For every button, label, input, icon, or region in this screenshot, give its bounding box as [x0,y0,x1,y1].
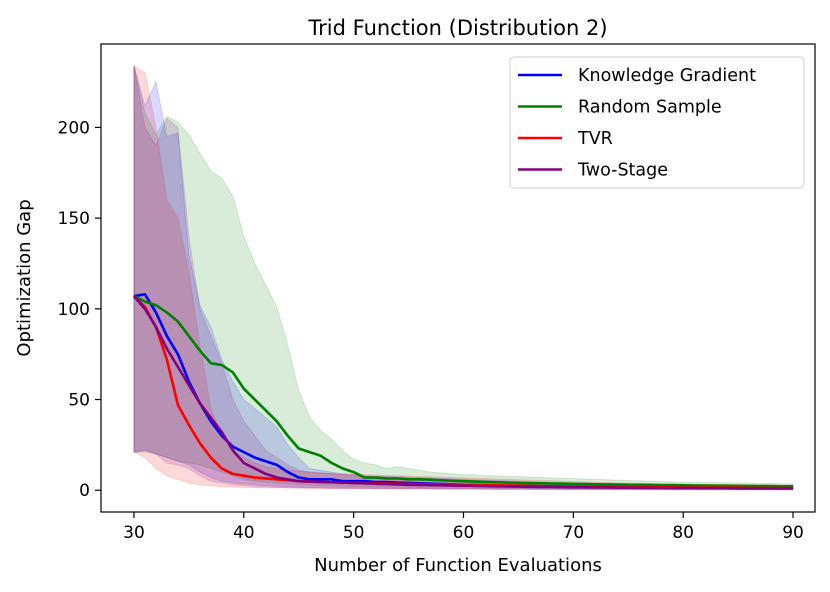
chart-title: Trid Function (Distribution 2) [307,16,607,40]
legend-label-tvr: TVR [577,129,613,149]
legend-label-two-stage: Two-Stage [577,161,668,181]
x-axis-label: Number of Function Evaluations [314,555,602,576]
line-random-sample [133,294,794,488]
y-tick-label: 150 [58,209,90,229]
x-axis-ticks: 30 40 50 60 70 80 90 [123,512,804,543]
legend-label-knowledge-gradient: Knowledge Gradient [578,66,756,86]
plot-frame [100,43,816,513]
legend-label-random-sample: Random Sample [578,98,722,118]
y-tick-label: 50 [68,391,90,411]
y-tick-label: 200 [58,118,90,138]
x-tick-label: 60 [453,523,475,543]
x-tick-label: 30 [123,523,145,543]
y-tick-label: 0 [79,481,90,501]
x-tick-label: 80 [672,523,694,543]
x-tick-label: 50 [343,523,365,543]
legend: Knowledge Gradient Random Sample TVR Two-St… [509,56,805,189]
series-lines [132,293,794,490]
x-tick-label: 40 [233,523,255,543]
line-two-stage [132,295,794,490]
legend-box [509,56,805,189]
y-tick-label: 100 [58,300,90,320]
x-tick-label: 70 [563,523,585,543]
y-axis-label: Optimization Gap [14,199,35,356]
x-tick-label: 90 [782,523,804,543]
y-axis-ticks: 0 50 100 150 200 [58,118,101,501]
